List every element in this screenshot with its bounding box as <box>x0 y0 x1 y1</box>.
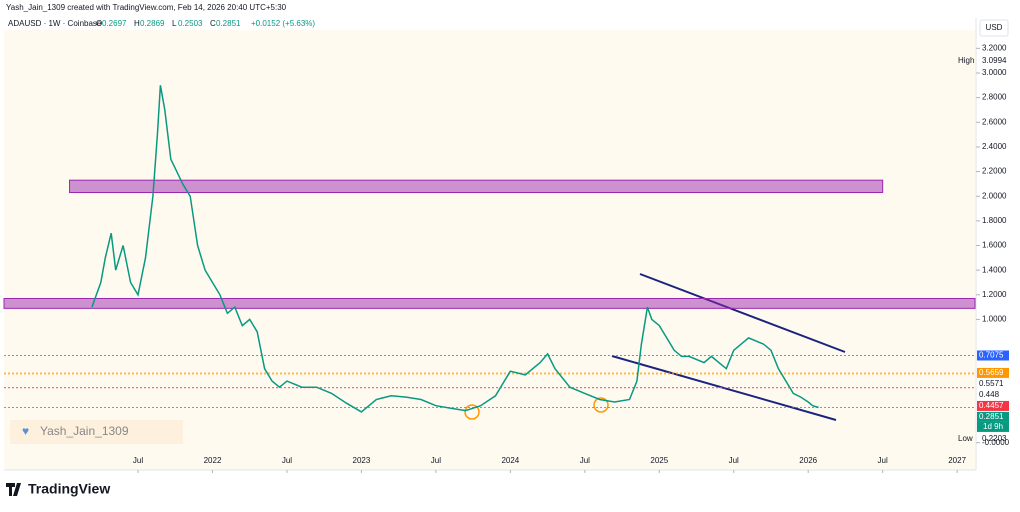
countdown: 1d 9h <box>983 422 1003 431</box>
zone <box>3 297 976 309</box>
ohlc-value: 0.2697 <box>102 19 127 28</box>
watermark: Yash_Jain_1309 <box>40 424 129 438</box>
credit: Yash_Jain_1309 created with TradingView.… <box>6 3 287 12</box>
price-tag-label: 0.448 <box>979 390 1000 399</box>
change: +0.0152 (+5.63%) <box>251 19 315 28</box>
marker <box>593 397 609 413</box>
y-tick-label: 1.2000 <box>982 290 1007 299</box>
x-tick-label: 2024 <box>501 456 519 465</box>
price-tag <box>977 389 1009 400</box>
y-tick-label: 2.4000 <box>982 142 1007 151</box>
countdown-tag <box>977 421 1009 432</box>
low-label: Low <box>958 434 973 443</box>
x-tick-label: 2026 <box>799 456 817 465</box>
y-tick-label: 1.4000 <box>982 265 1007 274</box>
ohlc-label: H <box>134 19 140 28</box>
plot-background <box>4 30 975 470</box>
currency[interactable]: USD <box>986 23 1003 32</box>
low-value: 0.2203 <box>982 434 1007 443</box>
y-tick-label: -0.0000 <box>982 438 1010 447</box>
price-tag <box>977 378 1009 389</box>
price-tag <box>977 400 1009 411</box>
price-tag-label: 0.4457 <box>979 401 1004 410</box>
brand: TradingView <box>28 481 110 497</box>
trendline <box>639 273 846 353</box>
x-tick-label: Jul <box>580 456 590 465</box>
ohlc-value: 0.2503 <box>178 19 203 28</box>
price-line-series <box>91 85 819 413</box>
x-tick-label: Jul <box>878 456 888 465</box>
currency-button[interactable] <box>979 19 1009 37</box>
y-tick-label: 3.2000 <box>982 43 1007 52</box>
price-tag <box>977 350 1009 361</box>
price-tag <box>977 411 1009 422</box>
ohlc-label: L <box>172 19 177 28</box>
ohlc-value: 0.2851 <box>216 19 241 28</box>
price-tag-label: 0.5571 <box>979 379 1004 388</box>
logo <box>6 483 21 496</box>
y-tick-label: 2.8000 <box>982 93 1007 102</box>
x-tick-label: 2027 <box>948 456 966 465</box>
price-tag <box>977 367 1009 378</box>
ohlc-label: O <box>96 19 102 28</box>
y-tick-label: 2.6000 <box>982 117 1007 126</box>
x-tick-label: Jul <box>431 456 441 465</box>
x-tick-label: Jul <box>282 456 292 465</box>
high-label: High <box>958 56 974 65</box>
price-tag-label: 0.5659 <box>979 368 1004 377</box>
x-tick-label: Jul <box>729 456 739 465</box>
ohlc-label: C <box>210 19 216 28</box>
watermark-box <box>10 420 183 444</box>
price-tag-label: 0.7075 <box>979 351 1004 360</box>
x-tick-label: 2023 <box>353 456 371 465</box>
x-tick-label: 2025 <box>650 456 668 465</box>
y-tick-label: 2.2000 <box>982 167 1007 176</box>
high-value: 3.0994 <box>982 56 1007 65</box>
heart-icon: ♥ <box>22 424 29 438</box>
y-tick-label: 1.6000 <box>982 241 1007 250</box>
marker <box>464 404 480 420</box>
symbol: ADAUSD · 1W · Coinbase <box>8 19 102 28</box>
y-tick-label: 1.0000 <box>982 315 1007 324</box>
price-tag-label: 0.2851 <box>979 412 1004 421</box>
ohlc-value: 0.2869 <box>140 19 165 28</box>
ohlc: O 0.2697 H 0.2869 L 0.2503 C 0.2851 <box>96 19 241 28</box>
zone <box>69 179 884 194</box>
y-tick-label: 1.8000 <box>982 216 1007 225</box>
y-tick-label: 3.0000 <box>982 68 1007 77</box>
x-tick-label: 2022 <box>204 456 222 465</box>
x-tick-label: Jul <box>133 456 143 465</box>
y-tick-label: 2.0000 <box>982 191 1007 200</box>
